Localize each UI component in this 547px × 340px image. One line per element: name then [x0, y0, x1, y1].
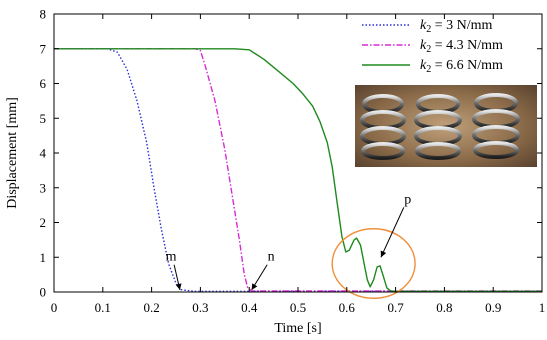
legend-entry-1: k2 = 3 N/mm: [420, 18, 493, 35]
x-tick-label: 0.3: [192, 300, 208, 315]
annotation-label-n: n: [268, 250, 275, 265]
annotation-arrow-p: [380, 207, 405, 258]
y-tick-label: 0: [40, 285, 47, 300]
y-tick-label: 8: [40, 7, 47, 22]
annotation-arrowhead-n: [251, 283, 258, 290]
series-line-3: [54, 48, 542, 292]
legend-entry-3: k2 = 6.6 N/mm: [420, 58, 503, 75]
x-tick-label: 0.8: [436, 300, 452, 315]
annotation-arrowhead-p: [380, 250, 387, 258]
x-tick-label: 0.4: [241, 300, 258, 315]
x-tick-label: 0.6: [339, 300, 356, 315]
series-line-1: [54, 48, 542, 292]
x-tick-label: 1: [539, 300, 546, 315]
legend: k2 = 3 N/mm k2 = 4.3 N/mm k2 = 6.6 N/mm: [362, 18, 503, 75]
x-axis-label: Time [s]: [274, 321, 321, 336]
annotation-label-m: m: [166, 250, 177, 265]
y-axis-label: Displacement [mm]: [5, 97, 20, 209]
y-tick-label: 1: [40, 250, 47, 265]
y-tick-label: 3: [40, 180, 47, 195]
x-tick-label: 0.2: [143, 300, 159, 315]
x-tick-label: 0.7: [387, 300, 404, 315]
legend-entry-2: k2 = 4.3 N/mm: [420, 38, 503, 55]
y-tick-label: 7: [40, 41, 47, 56]
x-tick-label: 0.1: [95, 300, 111, 315]
y-tick-label: 5: [40, 111, 47, 126]
x-tick-label: 0.5: [290, 300, 306, 315]
y-tick-label: 6: [40, 76, 47, 91]
coil-springs-photo: [355, 85, 537, 167]
y-tick-label: 2: [40, 215, 47, 230]
annotation-arrowhead-m: [175, 283, 182, 290]
y-tick-label: 4: [40, 146, 47, 161]
x-tick-label: 0: [51, 300, 58, 315]
x-tick-label: 0.9: [485, 300, 501, 315]
highlight-ellipse: [331, 228, 416, 299]
annotation-label-p: p: [404, 192, 411, 207]
